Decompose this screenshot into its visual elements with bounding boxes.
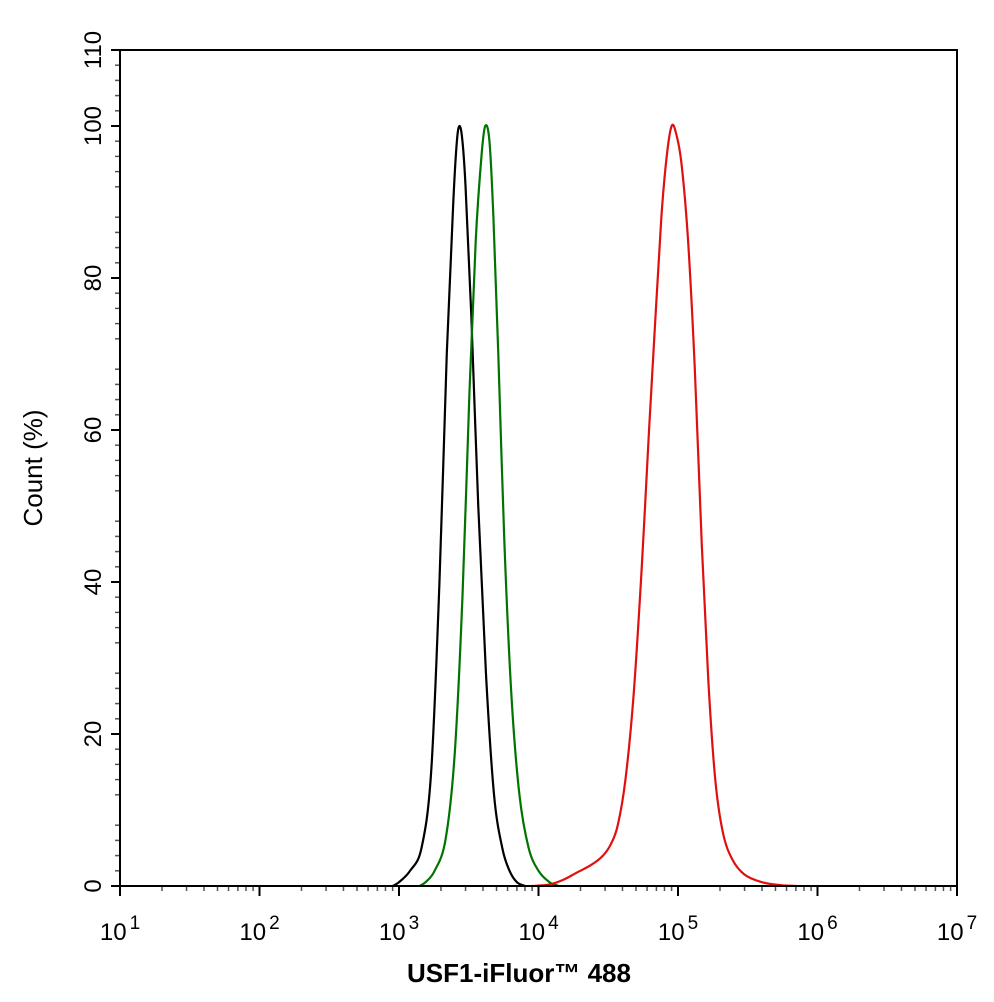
x-tick-label: 10 2 [239,913,279,946]
series-line-3 [532,123,796,888]
y-tick-label: 110 [80,31,107,69]
x-tick-label: 10 7 [937,913,977,946]
x-tick-label: 10 1 [100,913,140,946]
series-line-1 [392,124,526,888]
series-group [392,123,796,888]
y-tick-label: 60 [80,417,107,444]
y-axis-title: Count (%) [18,409,48,526]
x-tick-label: 10 6 [797,913,837,946]
x-axis-title: USF1-iFluor™ 488 [407,958,631,988]
x-tick-label: 10 4 [518,913,559,946]
x-axis-ticks: 10 1 10 2 10 3 10 4 10 5 10 6 10 7 [100,886,977,946]
series-line-2 [418,124,560,888]
plot-frame [119,49,958,887]
x-tick-label: 10 3 [379,913,419,946]
y-tick-label: 100 [80,106,107,146]
x-tick-label: 10 5 [658,913,698,946]
y-tick-label: 20 [80,721,107,748]
y-axis-ticks: 0 20 40 60 80 100 110 [80,31,120,893]
y-tick-label: 0 [80,879,107,892]
y-tick-label: 40 [80,569,107,596]
y-tick-label: 80 [80,265,107,292]
